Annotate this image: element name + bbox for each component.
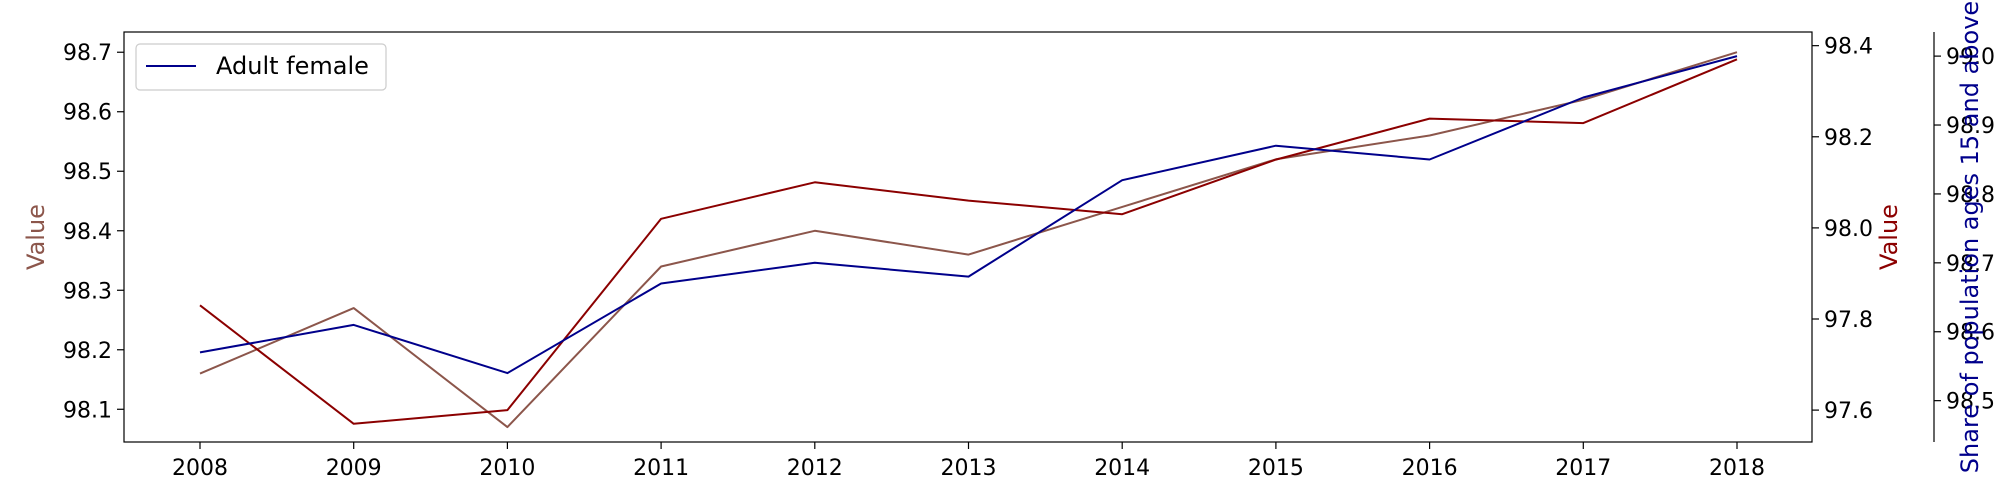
right1-y-tick-label: 98.0: [1824, 217, 1873, 242]
right1-y-tick-label: 97.8: [1824, 308, 1873, 333]
series-line-3: [199, 55, 1738, 375]
right2-y-tick-label: 98.7: [1946, 252, 1995, 277]
x-tick-label: 2008: [172, 456, 228, 481]
right1-y-tick-label: 98.2: [1824, 126, 1873, 151]
plot-border: [123, 31, 1813, 443]
series-lines: [199, 51, 1738, 429]
legend: Adult female: [135, 43, 387, 91]
right-y-axis-2: 98.5 98.6 98.7 98.8 98.9 99.0: [1933, 32, 1995, 442]
left-y-axis: 98.1 98.2 98.3 98.4 98.5 98.6 98.7: [63, 41, 124, 423]
x-tick-label: 2014: [1094, 456, 1150, 481]
right2-y-tick-label: 98.6: [1946, 321, 1995, 346]
series-line-2: [199, 58, 1738, 425]
x-tick-label: 2016: [1402, 456, 1458, 481]
left-y-tick-label: 98.6: [63, 101, 112, 126]
right1-y-tick-label: 98.4: [1824, 35, 1873, 60]
right2-y-tick-label: 98.8: [1946, 183, 1995, 208]
series-line-1: [199, 51, 1738, 429]
right-axis-2-title: Share of population ages 15 and above: [1956, 1, 1984, 473]
left-y-tick-label: 98.4: [63, 220, 112, 245]
right2-y-tick-label: 98.9: [1946, 114, 1995, 139]
x-tick-label: 2013: [941, 456, 997, 481]
x-tick-label: 2018: [1709, 456, 1765, 481]
left-y-tick-label: 98.2: [63, 339, 112, 364]
x-tick-label: 2017: [1555, 456, 1611, 481]
right1-y-tick-label: 97.6: [1824, 399, 1873, 424]
left-y-tick-label: 98.7: [63, 41, 112, 66]
plot-area: [123, 31, 1813, 443]
x-tick-label: 2011: [633, 456, 689, 481]
left-y-tick-label: 98.3: [63, 279, 112, 304]
right2-y-tick-label: 98.5: [1946, 390, 1995, 415]
legend-box: [135, 43, 387, 91]
left-y-tick-label: 98.1: [63, 398, 112, 423]
x-tick-label: 2015: [1248, 456, 1304, 481]
x-axis: 2008 2009 2010 2011 2012 2013 2014 2015 2016 2017…: [172, 442, 1765, 481]
x-tick-label: 2012: [787, 456, 843, 481]
legend-label: Adult female: [216, 52, 369, 80]
x-tick-label: 2010: [479, 456, 535, 481]
left-axis-title: Value: [22, 204, 50, 270]
left-y-tick-label: 98.5: [63, 160, 112, 185]
right-axis-1-title: Value: [1875, 204, 1903, 270]
x-tick-label: 2009: [326, 456, 382, 481]
right-y-axis-1: 97.6 97.8 98.0 98.2 98.4: [1812, 35, 1873, 424]
right2-y-tick-label: 99.0: [1946, 45, 1995, 70]
